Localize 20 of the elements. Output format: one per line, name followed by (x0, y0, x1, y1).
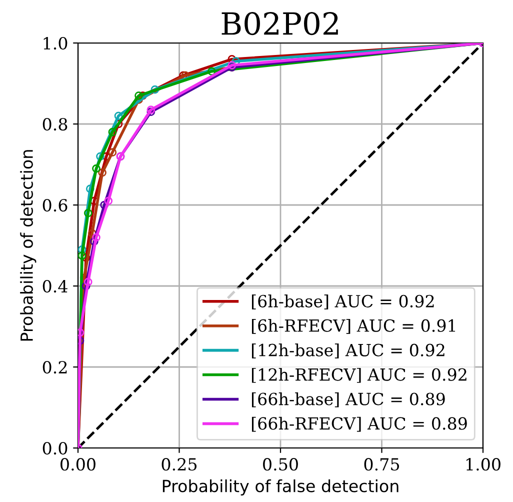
legend-label: [66h-RFECV] AUC = 0.89 (252, 416, 467, 432)
legend-label: [6h-RFECV] AUC = 0.91 (252, 319, 456, 334)
x-tick-label: 1.00 (466, 458, 500, 471)
legend-label: [66h-base] AUC = 0.89 (252, 392, 445, 408)
legend-label: [6h-base] AUC = 0.92 (252, 294, 434, 310)
y-axis-title: Probability of detection (20, 150, 36, 341)
x-tick-label: 0.50 (263, 458, 298, 471)
x-tick-label: 0.75 (364, 458, 400, 471)
y-tick-label: 0.4 (42, 280, 68, 293)
y-tick-label: 0.2 (42, 360, 67, 374)
y-tick-label: 0.6 (42, 198, 68, 212)
y-tick-label: 1.0 (44, 36, 68, 50)
y-tick-label: 0.8 (42, 118, 68, 131)
x-axis-title: Probability of false detection (162, 479, 398, 496)
legend-label: [12h-RFECV] AUC = 0.92 (252, 368, 466, 383)
chart-title: B02P02 (222, 12, 338, 36)
legend-label: [12h-base] AUC = 0.92 (252, 343, 444, 358)
y-tick-label: 0.0 (42, 442, 68, 455)
x-tick-label: 0.00 (60, 458, 96, 471)
x-tick-label: 0.25 (162, 458, 197, 471)
